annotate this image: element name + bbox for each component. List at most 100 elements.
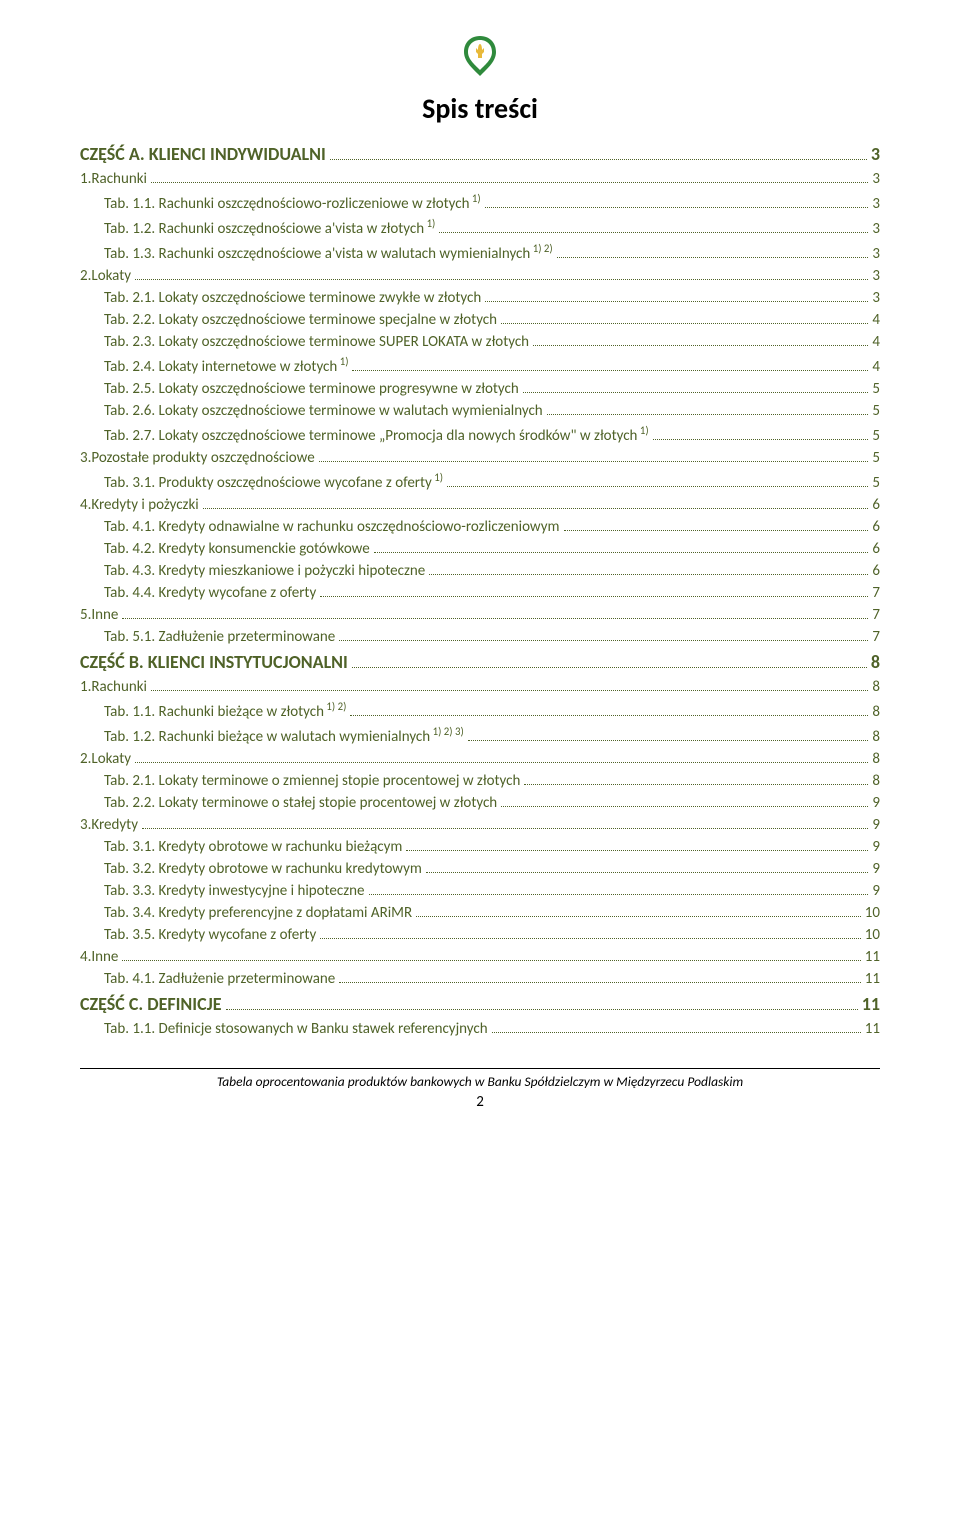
toc-label: Tab. 2.1. Lokaty terminowe o zmiennej st… [104, 772, 520, 790]
toc-leader-dots [142, 828, 868, 829]
toc-page-number: 8 [872, 772, 880, 790]
toc-entry: Tab. 4.1. Kredyty odnawialne w rachunku … [80, 516, 880, 538]
toc-leader-dots [564, 530, 869, 531]
toc-label: Tab. 2.5. Lokaty oszczędnościowe termino… [104, 380, 519, 398]
toc-entry: Tab. 3.2. Kredyty obrotowe w rachunku kr… [80, 858, 880, 880]
toc-leader-dots [523, 392, 869, 393]
toc-label: Tab. 1.1. Rachunki oszczędnościowo-rozli… [104, 192, 481, 213]
toc-entry: Tab. 2.4. Lokaty internetowe w złotych 1… [80, 353, 880, 378]
toc-leader-dots [485, 207, 869, 208]
toc-entry: Tab. 5.1. Zadłużenie przeterminowane7 [80, 626, 880, 648]
toc-entry: 3.Kredyty9 [80, 814, 880, 836]
toc-leader-dots [330, 159, 867, 160]
toc-page-number: 8 [872, 678, 880, 696]
toc-entry: 5.Inne 7 [80, 604, 880, 626]
toc-entry: 2.Lokaty 3 [80, 265, 880, 287]
toc-leader-dots [492, 1032, 861, 1033]
toc-superscript: 1) [432, 471, 443, 484]
table-of-contents: CZĘŚĆ A. KLIENCI INDYWIDUALNI3 1.Rachunki… [80, 140, 880, 1040]
toc-entry: Tab. 1.2. Rachunki oszczędnościowe a'vis… [80, 215, 880, 240]
toc-leader-dots [135, 279, 868, 280]
toc-page-number: 9 [872, 816, 880, 834]
toc-entry: Tab. 3.3. Kredyty inwestycyjne i hipotec… [80, 880, 880, 902]
bank-logo-icon [456, 30, 504, 83]
toc-entry: Tab. 1.1. Rachunki bieżące w złotych 1) … [80, 698, 880, 723]
toc-label: Tab. 3.3. Kredyty inwestycyjne i hipotec… [104, 882, 365, 900]
toc-page-number: 11 [865, 1020, 880, 1038]
toc-leader-dots [203, 508, 869, 509]
toc-page-number: 9 [872, 860, 880, 878]
toc-entry: Tab. 4.2. Kredyty konsumenckie gotówkowe… [80, 538, 880, 560]
toc-entry: Tab. 2.5. Lokaty oszczędnościowe termino… [80, 378, 880, 400]
toc-leader-dots [135, 762, 868, 763]
toc-page-number: 3 [872, 220, 880, 238]
toc-label: Tab. 2.3. Lokaty oszczędnościowe termino… [104, 333, 529, 351]
toc-leader-dots [447, 486, 868, 487]
toc-leader-dots [653, 439, 869, 440]
toc-page-number: 5 [872, 427, 880, 445]
toc-leader-dots [369, 894, 869, 895]
toc-entry: Tab. 1.1. Rachunki oszczędnościowo-rozli… [80, 190, 880, 215]
toc-superscript: 1) 2) 3) [430, 725, 464, 738]
toc-label: 1.Rachunki [80, 678, 147, 696]
toc-page-number: 6 [872, 518, 880, 536]
toc-label: 5.Inne [80, 606, 118, 624]
toc-label: Tab. 1.2. Rachunki bieżące w walutach wy… [104, 725, 464, 746]
toc-entry: CZĘŚĆ A. KLIENCI INDYWIDUALNI3 [80, 140, 880, 168]
toc-superscript: 1) 2) [530, 242, 552, 255]
toc-page-number: 7 [872, 606, 880, 624]
toc-entry: 4.Kredyty i pożyczki6 [80, 494, 880, 516]
toc-leader-dots [320, 596, 868, 597]
toc-page-number: 11 [862, 993, 880, 1015]
toc-entry: Tab. 4.1. Zadłużenie przeterminowane11 [80, 968, 880, 990]
toc-superscript: 1) [469, 192, 480, 205]
logo-container [80, 30, 880, 83]
toc-label: CZĘŚĆ B. KLIENCI INSTYTUCJONALNI [80, 651, 348, 673]
toc-entry: Tab. 2.2. Lokaty terminowe o stałej stop… [80, 792, 880, 814]
toc-page-number: 3 [871, 143, 880, 165]
toc-page-number: 7 [872, 628, 880, 646]
toc-leader-dots [547, 414, 869, 415]
toc-page-number: 6 [872, 540, 880, 558]
toc-page-number: 3 [872, 195, 880, 213]
toc-label: Tab. 2.1. Lokaty oszczędnościowe termino… [104, 289, 481, 307]
toc-label: Tab. 2.2. Lokaty oszczędnościowe termino… [104, 311, 497, 329]
toc-leader-dots [122, 960, 860, 961]
toc-entry: Tab. 2.1. Lokaty terminowe o zmiennej st… [80, 770, 880, 792]
toc-leader-dots [320, 938, 861, 939]
toc-entry: Tab. 2.1. Lokaty oszczędnościowe termino… [80, 287, 880, 309]
toc-entry: CZĘŚĆ B. KLIENCI INSTYTUCJONALNI8 [80, 648, 880, 676]
toc-label: Tab. 1.2. Rachunki oszczędnościowe a'vis… [104, 217, 435, 238]
toc-label: 4.Kredyty i pożyczki [80, 496, 199, 514]
toc-entry: Tab. 3.1. Produkty oszczędnościowe wycof… [80, 469, 880, 494]
toc-entry: Tab. 4.3. Kredyty mieszkaniowe i pożyczk… [80, 560, 880, 582]
toc-entry: 2.Lokaty8 [80, 748, 880, 770]
toc-superscript: 1) [424, 217, 435, 230]
toc-entry: Tab. 2.7. Lokaty oszczędnościowe termino… [80, 422, 880, 447]
toc-label: Tab. 3.1. Kredyty obrotowe w rachunku bi… [104, 838, 402, 856]
toc-leader-dots [557, 257, 869, 258]
toc-entry: Tab. 2.6. Lokaty oszczędnościowe termino… [80, 400, 880, 422]
toc-page-number: 10 [865, 926, 880, 944]
toc-entry: Tab. 3.4. Kredyty preferencyjne z dopłat… [80, 902, 880, 924]
toc-leader-dots [319, 461, 869, 462]
toc-leader-dots [485, 301, 868, 302]
toc-entry: 4.Inne11 [80, 946, 880, 968]
footer-text: Tabela oprocentowania produktów bankowyc… [80, 1068, 880, 1090]
toc-label: Tab. 3.4. Kredyty preferencyjne z dopłat… [104, 904, 412, 922]
toc-page-number: 3 [872, 267, 880, 285]
toc-entry: Tab. 1.2. Rachunki bieżące w walutach wy… [80, 723, 880, 748]
toc-page-number: 8 [872, 750, 880, 768]
toc-leader-dots [339, 982, 861, 983]
toc-page-number: 11 [865, 970, 880, 988]
toc-superscript: 1) [337, 355, 348, 368]
toc-leader-dots [350, 715, 868, 716]
toc-entry: 1.Rachunki 8 [80, 676, 880, 698]
toc-page-number: 4 [872, 311, 880, 329]
toc-label: 2.Lokaty [80, 267, 131, 285]
toc-leader-dots [122, 618, 868, 619]
toc-entry: Tab. 2.2. Lokaty oszczędnościowe termino… [80, 309, 880, 331]
page-title: Spis treści [80, 91, 880, 126]
toc-label: Tab. 4.2. Kredyty konsumenckie gotówkowe [104, 540, 370, 558]
toc-label: 1.Rachunki [80, 170, 147, 188]
